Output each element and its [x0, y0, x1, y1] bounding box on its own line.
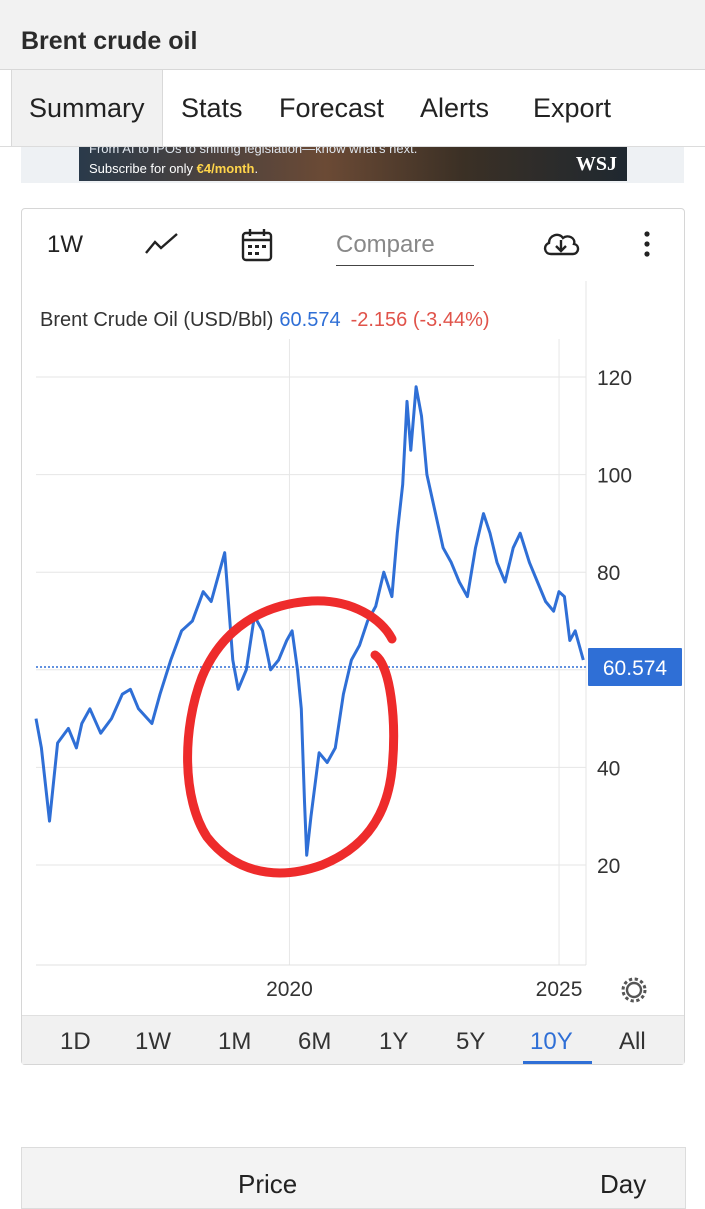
last-price-badge-text: 60.574	[603, 657, 668, 680]
y-tick-label: 100	[597, 465, 632, 488]
series-label: Brent Crude Oil (USD/Bbl) 60.574 -2.156 (-…	[40, 309, 490, 332]
range-6m[interactable]: 6M	[298, 1028, 332, 1055]
chart-toolbar: 1W Compare	[22, 209, 684, 281]
chart-grid	[36, 281, 587, 966]
compare-input[interactable]: Compare	[336, 231, 474, 266]
ad-subscribe-text: Subscribe for only €4/month.	[89, 161, 259, 176]
x-tick-label: 2025	[536, 978, 583, 1001]
annotation-circle	[183, 596, 399, 878]
calendar-icon[interactable]	[240, 227, 274, 268]
range-5y[interactable]: 5Y	[456, 1028, 486, 1055]
range-selector: 1D 1W 1M 6M 1Y 5Y 10Y All	[22, 1015, 684, 1064]
series-price: 60.574	[279, 309, 341, 331]
y-tick-label: 40	[597, 757, 620, 780]
ad-image[interactable]: From AI to IPOs to shifting legislation—…	[79, 147, 627, 181]
range-10y[interactable]: 10Y	[530, 1028, 573, 1055]
y-tick-label: 80	[597, 562, 620, 585]
range-1d[interactable]: 1D	[60, 1028, 91, 1055]
chart-card: 1W Compare Brent Crude Oil (USD/Bbl) 60.5…	[21, 208, 685, 1065]
ad-logo: WSJ	[575, 153, 617, 175]
last-price-badge	[588, 647, 682, 686]
y-axis-ticks: 20406080100120	[597, 367, 632, 878]
tab-bar: Summary Stats Forecast Alerts Export	[0, 70, 705, 147]
column-header-price: Price	[238, 1169, 298, 1199]
tab-forecast[interactable]: Forecast	[279, 93, 385, 123]
price-series-line	[34, 385, 585, 857]
settings-icon	[621, 977, 647, 1003]
y-tick-label: 20	[597, 855, 620, 878]
interval-selector[interactable]: 1W	[47, 231, 83, 258]
ad-banner[interactable]: From AI to IPOs to shifting legislation—…	[21, 147, 684, 183]
x-axis-ticks: 2020 2025	[266, 978, 582, 1001]
x-tick-label: 2020	[266, 978, 313, 1001]
y-tick-label: 120	[597, 367, 632, 390]
range-1y[interactable]: 1Y	[379, 1028, 409, 1055]
more-vertical-icon[interactable]	[640, 227, 654, 266]
tab-stats[interactable]: Stats	[181, 93, 243, 123]
tab-export[interactable]: Export	[533, 93, 612, 123]
range-1m[interactable]: 1M	[218, 1028, 252, 1055]
download-cloud-icon[interactable]	[540, 227, 582, 266]
line-chart-icon[interactable]	[142, 227, 182, 266]
series-name: Brent Crude Oil (USD/Bbl)	[40, 309, 274, 331]
range-all[interactable]: All	[619, 1028, 646, 1055]
tab-summary[interactable]: Summary	[11, 70, 163, 146]
series-change: -2.156 (-3.44%)	[350, 309, 490, 331]
tab-alerts[interactable]: Alerts	[420, 93, 490, 123]
range-1w[interactable]: 1W	[135, 1028, 171, 1055]
active-range-underline	[523, 1061, 592, 1064]
app-header: Brent crude oil	[0, 0, 705, 70]
ad-headline: From AI to IPOs to shifting legislation—…	[89, 147, 418, 156]
column-header-day: Day	[600, 1169, 647, 1199]
page-title: Brent crude oil	[21, 27, 198, 55]
